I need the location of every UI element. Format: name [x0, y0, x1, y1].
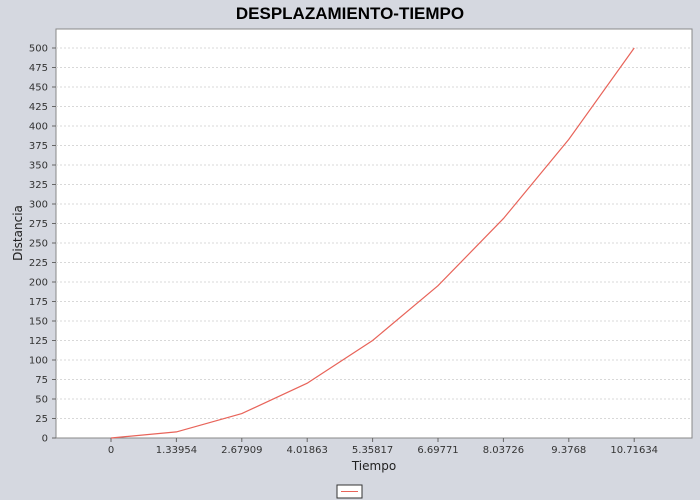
x-tick-label: 4.01863	[287, 445, 328, 456]
y-tick-label: 175	[29, 297, 48, 308]
x-axis-ticks: 0 1.33954 2.67909 4.01863 5.35817 6.69771 8.03…	[108, 438, 658, 456]
y-tick-label: 50	[35, 395, 48, 406]
chart-title: DESPLAZAMIENTO-TIEMPO	[236, 4, 464, 23]
series-layer	[110, 47, 635, 439]
x-tick-label: 2.67909	[221, 445, 262, 456]
y-tick-label: 450	[29, 83, 48, 94]
data-point	[633, 47, 635, 49]
plot-area	[55, 28, 693, 439]
data-point	[241, 412, 243, 414]
gridlines	[56, 47, 692, 419]
y-tick-label: 0	[42, 434, 48, 445]
y-tick-label: 225	[29, 258, 48, 269]
y-tick-label: 75	[35, 375, 48, 386]
y-tick-label: 275	[29, 219, 48, 230]
data-point	[110, 437, 112, 439]
y-axis-ticks: 0 25 50 75 100 125 150 175 200 225 250 275 300 325 350…	[29, 44, 56, 445]
data-point	[306, 382, 308, 384]
data-point	[437, 284, 439, 286]
y-tick-label: 375	[29, 141, 48, 152]
y-tick-label: 25	[35, 414, 48, 425]
x-tick-label: 1.33954	[156, 445, 197, 456]
y-tick-label: 500	[29, 44, 48, 55]
data-point	[175, 431, 177, 433]
y-tick-label: 150	[29, 317, 48, 328]
y-tick-label: 200	[29, 278, 48, 289]
data-point	[502, 217, 504, 219]
x-axis-title: Tiempo	[351, 459, 396, 473]
series-line	[110, 47, 635, 439]
y-axis-title: Distancia	[11, 205, 25, 261]
y-tick-label: 400	[29, 122, 48, 133]
x-tick-label: 0	[108, 445, 114, 456]
y-tick-label: 350	[29, 161, 48, 172]
legend	[336, 484, 363, 499]
y-tick-label: 475	[29, 63, 48, 74]
x-tick-label: 8.03726	[483, 445, 524, 456]
data-point	[568, 138, 570, 140]
y-tick-label: 125	[29, 336, 48, 347]
x-tick-label: 10.71634	[610, 445, 658, 456]
x-tick-label: 9.3768	[551, 445, 586, 456]
y-tick-label: 250	[29, 239, 48, 250]
y-tick-label: 325	[29, 180, 48, 191]
y-tick-label: 100	[29, 356, 48, 367]
x-tick-label: 5.35817	[352, 445, 393, 456]
y-tick-label: 425	[29, 102, 48, 113]
y-tick-label: 300	[29, 200, 48, 211]
x-tick-label: 6.69771	[417, 445, 458, 456]
data-point	[371, 339, 373, 341]
